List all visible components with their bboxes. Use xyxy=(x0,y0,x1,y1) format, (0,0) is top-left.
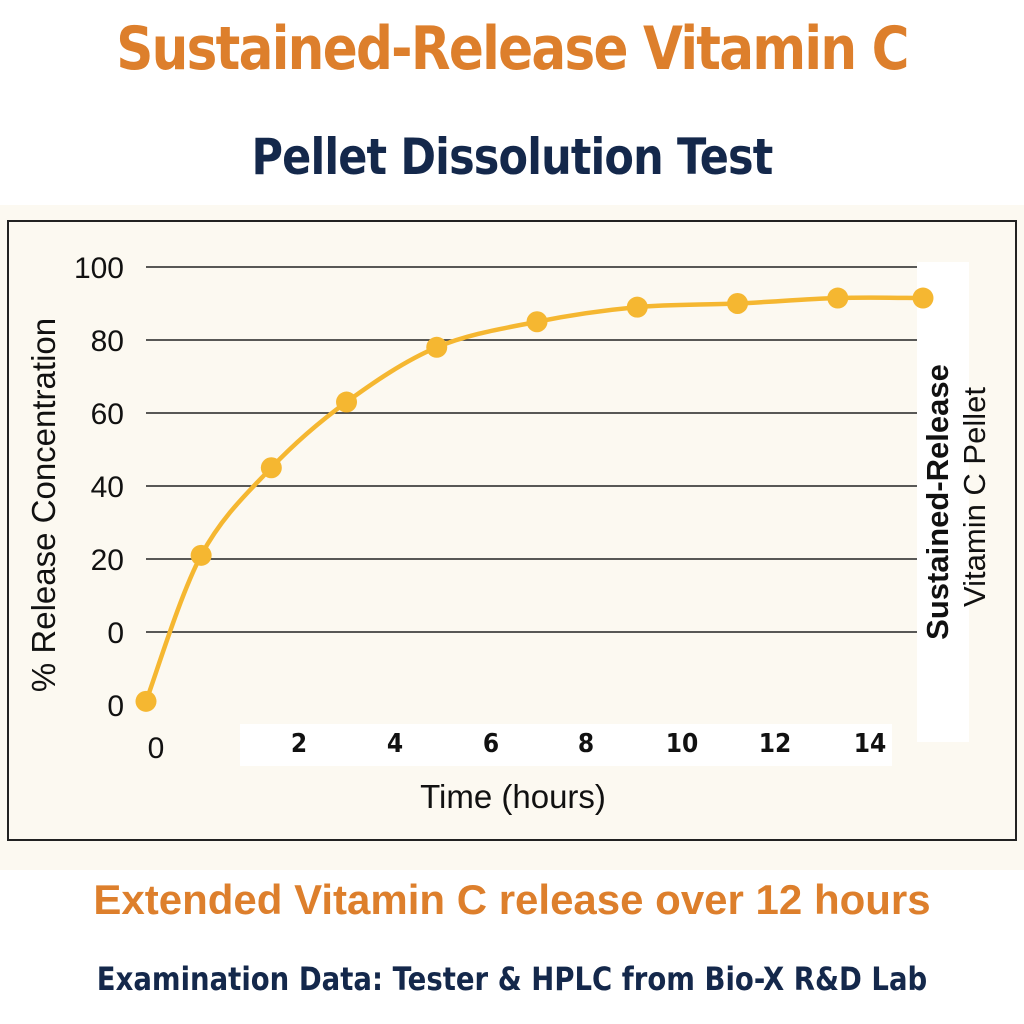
y-tick-label: 80 xyxy=(91,325,124,358)
data-point xyxy=(626,296,648,318)
y-tick-label: 0 xyxy=(107,617,124,650)
y-axis-title: % Release Concentration xyxy=(25,318,62,692)
x-tick-label: 2 xyxy=(291,729,307,759)
page-title: Sustained-Release Vitamin C xyxy=(116,14,909,84)
y-tick-label: 60 xyxy=(91,398,124,431)
legend-line-2: Vitamin C Pellet xyxy=(957,387,992,607)
data-point xyxy=(526,311,548,333)
legend-line-1: Sustained-Release xyxy=(920,364,955,640)
x-tick-label: 12 xyxy=(759,729,792,759)
y-axis-ticks: 100 80 60 40 20 0 0 xyxy=(74,252,124,723)
y-tick-label: 0 xyxy=(107,690,124,723)
data-point xyxy=(336,391,358,413)
y-tick-label: 20 xyxy=(91,544,124,577)
page-subtitle: Pellet Dissolution Test xyxy=(251,128,774,186)
x-axis-ticks: 0 2 4 6 8 10 12 14 xyxy=(148,724,892,766)
x-axis-title: Time (hours) xyxy=(420,778,606,815)
data-point xyxy=(190,544,212,566)
data-source-note: Examination Data: Tester & HPLC from Bio… xyxy=(96,960,928,998)
x-tick-label: 14 xyxy=(854,729,887,759)
x-tick-label: 0 xyxy=(148,732,165,765)
x-tick-label: 6 xyxy=(483,729,499,759)
x-tick-label: 10 xyxy=(666,729,699,759)
data-point xyxy=(135,690,157,712)
chart-caption: Extended Vitamin C release over 12 hours xyxy=(93,876,931,923)
data-point xyxy=(912,287,934,309)
data-point xyxy=(727,293,749,314)
data-series xyxy=(135,287,934,712)
series-line xyxy=(143,295,926,704)
data-point xyxy=(827,287,849,309)
x-tick-band xyxy=(240,724,892,766)
data-point xyxy=(260,457,282,479)
data-point xyxy=(426,336,448,358)
y-tick-label: 100 xyxy=(74,252,124,285)
x-tick-label: 8 xyxy=(578,729,594,759)
legend-box xyxy=(917,262,969,742)
grid-lines xyxy=(146,266,918,633)
x-tick-label: 4 xyxy=(387,729,403,759)
legend: Sustained-Release Vitamin C Pellet xyxy=(917,262,992,742)
y-tick-label: 40 xyxy=(91,471,124,504)
